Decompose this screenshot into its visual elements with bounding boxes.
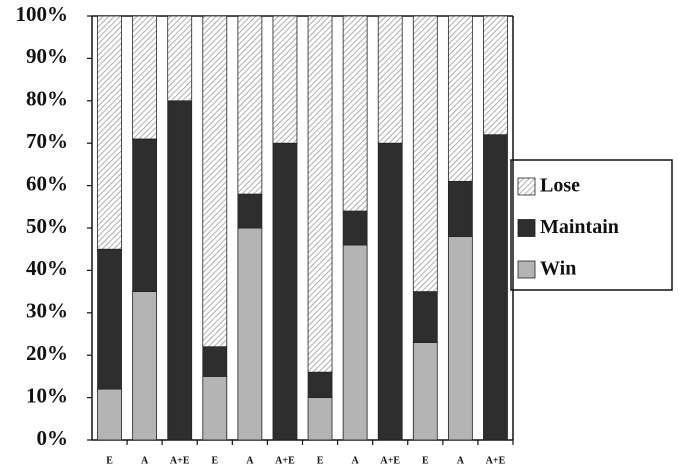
bar-segment: [132, 138, 158, 293]
bar-segment: [342, 210, 368, 246]
y-tick-label: 0%: [37, 426, 69, 450]
x-tick-label: A: [457, 455, 465, 466]
x-tick-label: A+E: [170, 455, 190, 466]
legend-swatch: [517, 219, 536, 237]
bar-segment: [167, 100, 193, 441]
y-tick-label: 40%: [26, 256, 68, 280]
x-tick-label: E: [106, 455, 113, 466]
x-tick-label: E: [211, 455, 218, 466]
bar-segment: [272, 15, 298, 144]
bar-segment: [237, 227, 263, 441]
y-tick-label: 50%: [26, 214, 68, 238]
x-tick-label: A: [141, 455, 149, 466]
bar-segment: [97, 388, 122, 441]
legend-label: Maintain: [540, 216, 619, 238]
legend-box: [510, 159, 673, 291]
x-tick-label: E: [317, 455, 324, 466]
bar-segment: [412, 291, 438, 343]
legend-swatch: [517, 177, 536, 196]
bar-segment: [412, 342, 438, 441]
y-tick-label: 10%: [26, 383, 68, 407]
y-tick-label: 80%: [26, 87, 68, 111]
bar-segment: [342, 244, 368, 441]
y-tick-label: 30%: [26, 299, 68, 323]
bar-segment: [483, 15, 508, 136]
y-tick-label: 90%: [26, 44, 68, 68]
bar-segment: [307, 397, 333, 441]
bar-segment: [447, 180, 473, 237]
legend-label: Win: [540, 258, 576, 280]
x-tick-label: E: [422, 455, 429, 466]
bar-segment: [202, 375, 228, 441]
bar-segment: [202, 346, 228, 377]
bar-segment: [447, 15, 473, 182]
y-tick-label: 20%: [26, 341, 68, 365]
bar-segment: [237, 15, 263, 195]
bar-segment: [412, 15, 438, 293]
x-tick-label: A: [352, 455, 360, 466]
bar-segment: [237, 193, 263, 229]
bar-segment: [132, 15, 158, 140]
bar-segment: [202, 15, 228, 348]
bar-segment: [377, 142, 403, 441]
bar-segment: [167, 15, 193, 102]
bar-segment: [483, 134, 508, 441]
x-tick-label: A: [246, 455, 254, 466]
y-tick-label: 60%: [26, 171, 68, 195]
x-tick-label: A+E: [275, 455, 295, 466]
bar-segment: [307, 371, 333, 399]
bar-segment: [97, 15, 122, 250]
x-tick-label: A+E: [486, 455, 506, 466]
bar-segment: [447, 236, 473, 441]
x-tick-label: A+E: [380, 455, 400, 466]
bar-segment: [272, 142, 298, 441]
bar-segment: [97, 248, 122, 390]
y-tick-label: 70%: [26, 129, 68, 153]
bar-segment: [307, 15, 333, 373]
bar-segment: [377, 15, 403, 144]
legend-swatch: [517, 260, 536, 279]
legend-label: Lose: [540, 175, 580, 197]
bar-segment: [342, 15, 368, 212]
y-tick-label: 100%: [16, 2, 69, 26]
bar-segment: [132, 291, 158, 441]
